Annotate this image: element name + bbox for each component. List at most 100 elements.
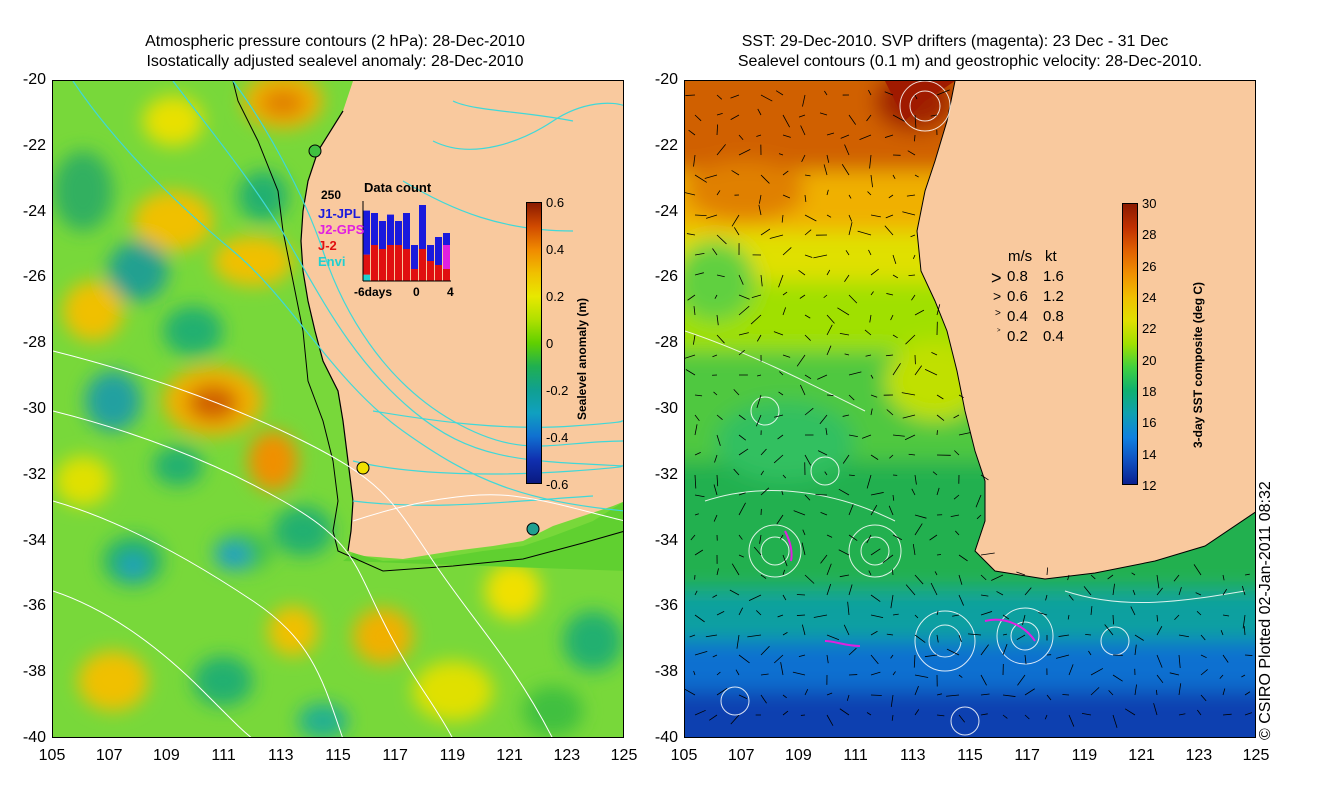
velocity-arrow [902,414,916,419]
velocity-arrow [1219,674,1224,679]
velocity-arrow [870,654,879,665]
left-colorbar-tick: -0.6 [546,477,569,492]
velocity-arrow [694,590,698,596]
velocity-arrow [914,685,919,696]
velocity-arrow [804,174,811,177]
velocity-arrow [759,534,762,544]
velocity-arrow [980,644,989,656]
velocity-arrow [777,614,784,618]
velocity-arrow [801,624,806,636]
velocity-arrow [782,474,787,479]
data-count-bar-red [435,265,442,281]
velocity-arrow [1045,594,1048,601]
velocity-arrow [848,534,858,541]
velocity-arrow [773,654,784,664]
velocity-arrow [892,174,896,180]
velocity-arrow [1056,654,1070,659]
velocity-arrow [870,671,881,676]
velocity-arrow [1178,683,1182,696]
velocity-arrow [868,570,872,576]
right-xtick: 107 [727,747,755,764]
velocity-arrow [890,594,894,609]
data-count-bar-blue [379,221,386,249]
velocity-arrow [1104,624,1114,636]
velocity-arrow [936,693,943,696]
velocity-arrow [870,630,878,636]
velocity-arrow [773,454,784,464]
velocity-arrow [1156,574,1160,589]
velocity-arrow [760,487,770,496]
velocity-arrow [1090,606,1093,616]
velocity-arrow [826,654,829,664]
velocity-arrow [936,414,945,421]
velocity-arrow [753,546,762,556]
data-count-bar-blue [419,205,426,249]
velocity-arrow [738,274,744,285]
velocity-arrow [914,523,923,536]
velocity-arrow [756,334,762,342]
data-count-bar-blue [371,213,378,245]
data-count-bar-red [419,249,426,281]
velocity-arrow [936,634,939,643]
velocity-arrow [848,647,857,656]
velocity-arrow [848,434,858,438]
velocity-arrow [760,694,767,704]
velocity-arrow [870,594,881,602]
left-ytick: -20 [22,71,46,88]
velocity-arrow [914,174,919,178]
velocity-arrow [694,214,707,217]
geostrophic-velocity-arrows [685,89,1253,728]
velocity-arrow [890,694,894,707]
right-xtick: 105 [670,747,698,764]
velocity-arrow [826,345,832,356]
velocity-legend-kt: 1.2 [1043,288,1064,305]
data-count-bar-blue [363,210,370,255]
velocity-arrow [692,334,696,345]
right-ytick: -32 [654,465,678,483]
velocity-arrow [694,394,703,397]
left-xtick: 119 [439,747,466,764]
velocity-arrow [931,352,938,356]
velocity-arrow [824,471,828,476]
velocity-arrow [694,494,705,498]
velocity-arrow [891,714,894,721]
velocity-arrow [892,671,896,676]
data-count-bar-red [371,245,378,281]
velocity-arrow [826,394,834,396]
velocity-arrow [748,594,762,602]
velocity-arrow [870,614,884,618]
velocity-arrow [804,407,814,416]
velocity-arrow [758,204,762,216]
velocity-arrow [694,513,699,516]
velocity-arrow [730,94,740,99]
velocity-arrow [716,474,719,487]
velocity-arrow [958,574,963,585]
velocity-arrow [890,654,894,659]
velocity-arrow [867,191,872,196]
velocity-arrow [891,569,894,576]
velocity-arrow [954,450,960,456]
velocity-arrow [1134,644,1137,656]
right-ytick: -34 [654,531,678,549]
velocity-arrow [782,170,789,176]
velocity-arrow [796,354,806,367]
velocity-arrow [950,514,960,518]
velocity-arrow [685,94,696,96]
velocity-arrow [731,214,740,227]
velocity-arrow [980,713,988,716]
velocity-arrow [760,574,767,579]
velocity-arrow [738,434,747,441]
velocity-arrow [1197,709,1202,716]
velocity-arrow [1046,567,1049,576]
mission-j2-gps: J2-GPS [318,222,365,237]
velocity-arrow [913,654,916,668]
velocity-arrow [798,114,806,118]
velocity-legend-ms: 0.8 [1007,268,1028,285]
velocity-arrow [870,291,874,296]
velocity-arrow [694,614,705,623]
velocity-arrow [911,488,916,496]
velocity-arrow [1222,654,1229,663]
right-colorbar-label: 3-day SST composite (deg C) [1191,281,1205,448]
mission-envi: Envi [318,254,346,269]
velocity-arrow [845,250,850,256]
